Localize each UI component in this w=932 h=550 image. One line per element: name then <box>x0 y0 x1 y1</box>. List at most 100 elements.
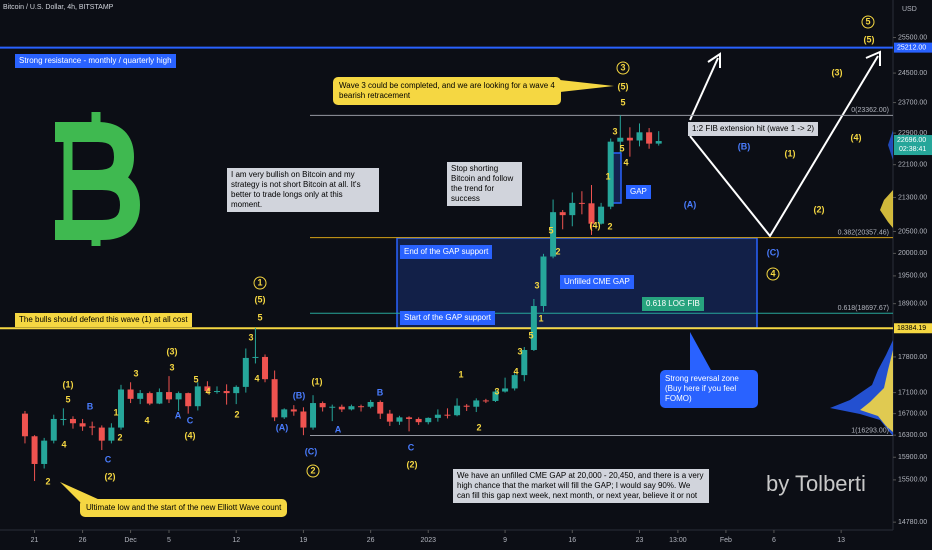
x-tick-label: 13:00 <box>669 537 687 544</box>
x-tick-label: Feb <box>720 537 732 544</box>
candle-body <box>50 418 57 441</box>
candle-body <box>646 132 653 144</box>
wave-label: (4) <box>590 220 601 230</box>
candle-body <box>281 409 288 418</box>
candle-body <box>156 392 163 404</box>
candle-body <box>290 409 297 412</box>
x-tick-label: Dec <box>124 537 137 544</box>
wave-circle <box>861 15 875 29</box>
wave-label: 2 <box>45 476 50 486</box>
note: Wave 3 could be completed, and we are lo… <box>333 77 561 105</box>
wave-circle <box>253 276 267 290</box>
candle-body <box>396 417 403 422</box>
wave-label: (1) <box>312 376 323 386</box>
wave-label: 3 <box>133 368 138 378</box>
wave-label: 4 <box>144 415 149 425</box>
candle-body <box>204 386 211 392</box>
axis-unit: USD <box>902 6 917 13</box>
candle-body <box>338 406 345 410</box>
wave-label: 5 <box>257 312 262 322</box>
wave-label: (C) <box>305 446 318 456</box>
x-tick-label: 16 <box>568 537 576 544</box>
last-price-label: 22696.00 <box>897 137 926 144</box>
candle-body <box>559 212 566 216</box>
wave-label: 1 <box>458 369 463 379</box>
candle-body <box>252 356 259 358</box>
note: I am very bullish on Bitcoin and my stra… <box>227 168 379 212</box>
wave-label: 3 <box>517 346 522 356</box>
wave-label: (C) <box>767 247 780 257</box>
note: Stop shorting Bitcoin and follow the tre… <box>447 162 522 206</box>
candle-body <box>463 405 470 407</box>
wave-label: 3 <box>248 332 253 342</box>
wave-label: 4 <box>61 439 66 449</box>
candle-body <box>233 386 240 394</box>
wave-label: 5 <box>193 374 198 384</box>
wave-label: (5) <box>618 81 629 91</box>
candle-body <box>482 400 489 402</box>
y-tick-label: 21300.00 <box>898 194 927 201</box>
candle-body <box>137 393 144 399</box>
wave-label: 3 <box>612 126 617 136</box>
wave-label: 1 <box>605 171 610 181</box>
note-pointer <box>560 80 614 92</box>
candle-body <box>89 426 96 428</box>
candle-body <box>98 427 105 441</box>
x-tick-label: 26 <box>79 537 87 544</box>
wave-label: 2 <box>555 246 560 256</box>
x-tick-label: 5 <box>167 537 171 544</box>
x-tick-label: 9 <box>503 537 507 544</box>
wave-label: 5 <box>65 394 70 404</box>
wave-label: (4) <box>185 430 196 440</box>
note: We have an unfilled CME GAP at 20,000 - … <box>453 469 709 503</box>
candle-body <box>492 391 499 401</box>
axis-price-box <box>894 323 932 334</box>
candle-body <box>444 414 451 416</box>
wave-circle <box>616 61 630 75</box>
candle-body <box>69 418 76 424</box>
wave-circle <box>766 267 780 281</box>
wave-label: 5 <box>619 143 624 153</box>
wave-label: (3) <box>832 67 843 77</box>
y-tick-label: 20500.00 <box>898 228 927 235</box>
wave-label: 1 <box>538 313 543 323</box>
wave-label: 4 <box>623 157 628 167</box>
x-tick-label: 23 <box>636 537 644 544</box>
candle-body <box>502 388 509 392</box>
candle-body <box>377 401 384 414</box>
wave-label: (A) <box>684 199 697 209</box>
candle-body <box>21 413 28 437</box>
note: 0.618 LOG FIB <box>642 297 704 311</box>
candle-body <box>406 417 413 419</box>
y-tick-label: 22100.00 <box>898 162 927 169</box>
level-label: 0.382(20357.46) <box>838 230 889 237</box>
wave-label: (5) <box>864 34 875 44</box>
wave-label: 2 <box>310 465 315 475</box>
candle-body <box>626 137 633 141</box>
candle-body <box>655 141 662 144</box>
candle-body <box>310 403 317 428</box>
wave-label: 5 <box>620 97 625 107</box>
candle-body <box>434 414 441 418</box>
wave-label: (A) <box>276 422 289 432</box>
wave-label: 2 <box>476 422 481 432</box>
candle-body <box>165 392 172 400</box>
wave-label: 4 <box>254 373 259 383</box>
x-tick-label: 19 <box>300 537 308 544</box>
candle-body <box>358 406 365 408</box>
x-tick-label: 12 <box>232 537 240 544</box>
last-price-box <box>894 135 932 156</box>
candle-body <box>175 393 182 400</box>
wave-label: 3 <box>494 386 499 396</box>
wave-label: B <box>87 401 94 411</box>
wave-label: (4) <box>851 132 862 142</box>
x-tick-label: 13 <box>837 537 845 544</box>
candle-body <box>60 418 67 420</box>
candle-body <box>578 202 585 204</box>
candle-body <box>127 389 134 399</box>
y-tick-label: 18900.00 <box>898 301 927 308</box>
candle-body <box>108 427 115 441</box>
candle-body <box>185 393 192 407</box>
wave-label: 4 <box>205 386 210 396</box>
wave-label: A <box>175 410 182 420</box>
